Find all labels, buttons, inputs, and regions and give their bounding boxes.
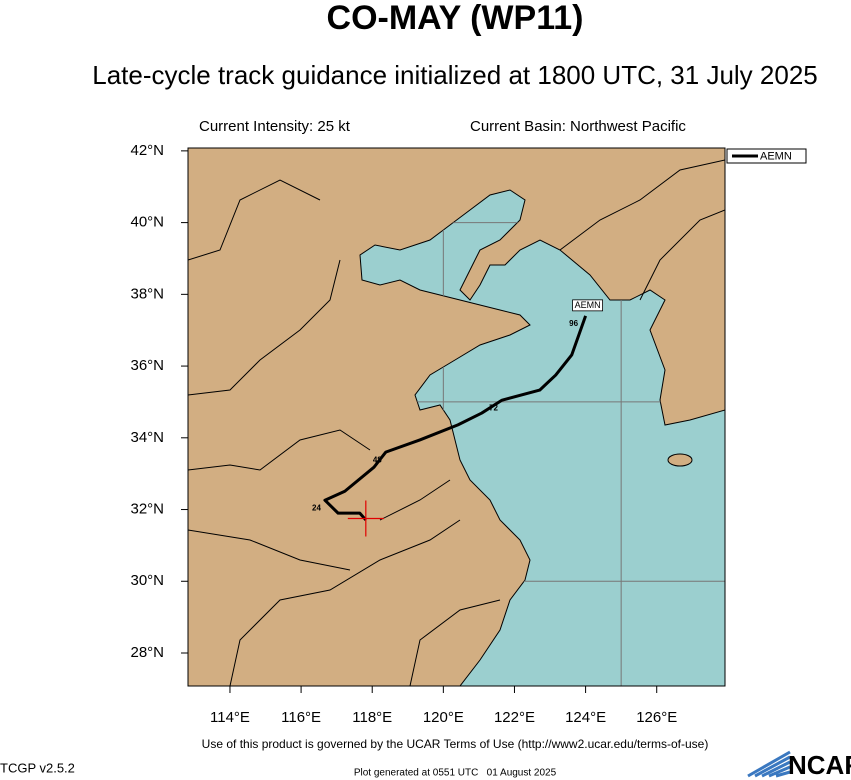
forecast-hour: 48 [373,455,382,464]
footer: Use of this product is governed by the U… [202,737,709,751]
legend-label: AEMN [760,150,792,162]
forecast-hour: 72 [489,403,498,412]
y-tick-label: 30°N [130,572,164,589]
x-tick-label: 114°E [210,709,250,726]
intensity: Current Intensity: 25 kt [199,118,351,135]
y-tick-label: 32°N [130,501,164,518]
subtitle: Late-cycle track guidance initialized at… [92,60,818,90]
logo-stripes [747,750,791,778]
basin: Current Basin: Northwest Pacific [470,118,686,135]
title: CO-MAY (WP11) [327,0,584,37]
y-tick-label: 36°N [130,357,164,374]
generated: Plot generated at 0551 UTC 01 August 202… [354,768,557,779]
x-tick-label: 116°E [281,709,321,726]
x-tick-label: 118°E [352,709,392,726]
version: TCGP v2.5.2 [0,760,75,775]
track-line [323,315,588,521]
track-label: AEMN [575,300,601,310]
forecast-hour: 96 [569,319,578,328]
y-tick-label: 40°N [130,214,164,231]
logo-text: NCAR [788,750,851,780]
current-position [347,500,384,537]
y-tick-label: 38°N [130,285,164,302]
sea [359,189,725,686]
x-tick-label: 124°E [565,709,606,726]
borders [188,159,725,686]
track-layer: AEMN 24 48 72 96 [312,299,603,537]
track-label-box [572,299,603,312]
island [667,453,693,467]
logo: NCAR [747,750,851,780]
x-tick-label: 122°E [494,709,535,726]
y-tick-label: 34°N [130,429,164,446]
x-tick-label: 126°E [636,709,677,726]
legend [726,148,807,164]
forecast-hour: 24 [312,503,321,512]
x-tick-label: 120°E [423,709,464,726]
plot-frame [187,147,726,687]
y-tick-label: 42°N [130,142,164,159]
y-tick-label: 28°N [130,644,164,661]
